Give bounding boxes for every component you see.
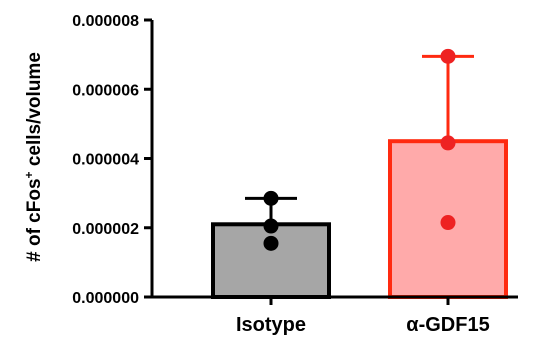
y-tick-label-4: 0.000008 — [72, 13, 139, 30]
y-tick-label-3: 0.000006 — [72, 82, 139, 99]
data-point-0-0 — [263, 190, 279, 206]
y-tick-label-1: 0.000002 — [72, 221, 139, 238]
svg-text:# of cFos+ cells/volume: # of cFos+ cells/volume — [22, 52, 45, 262]
y-axis-title-superscript: + — [22, 171, 36, 178]
y-axis-title-main: # of cFos — [24, 178, 45, 261]
data-point-1-0 — [440, 48, 456, 64]
data-point-0-2 — [263, 235, 279, 251]
y-axis-title-suffix: cells/volume — [24, 52, 45, 171]
x-tick-label-0: Isotype — [236, 314, 306, 336]
data-point-1-2 — [440, 215, 456, 231]
data-point-0-1 — [263, 218, 279, 234]
y-tick-label-0: 0.000000 — [72, 290, 139, 307]
bar-0 — [211, 222, 331, 300]
x-tick-label-1: α-GDF15 — [406, 314, 489, 336]
y-tick-label-2: 0.000004 — [72, 152, 139, 169]
data-point-1-1 — [440, 135, 456, 151]
y-axis-title: # of cFos+ cells/volume — [22, 52, 45, 262]
